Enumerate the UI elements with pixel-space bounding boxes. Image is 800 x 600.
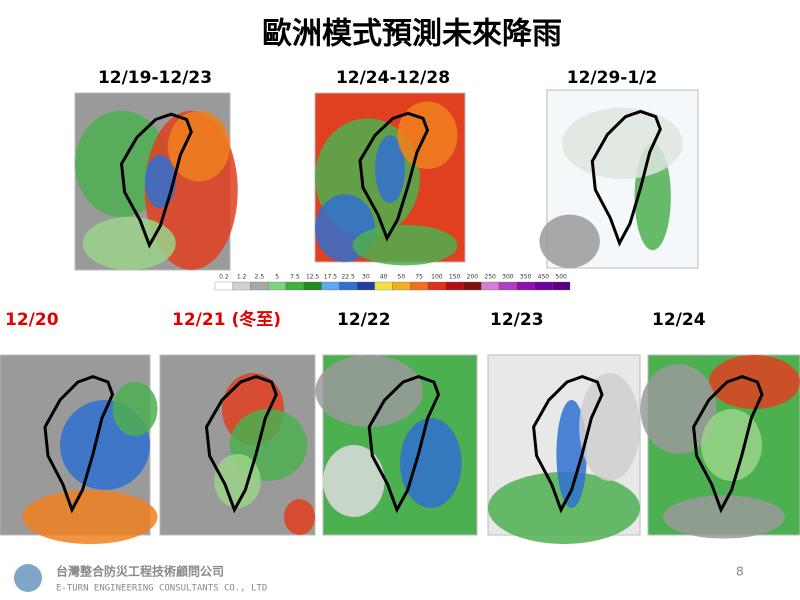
colorbar-label: 450 <box>538 274 550 281</box>
colorbar-swatch <box>232 281 251 291</box>
colorbar-swatch <box>410 281 429 291</box>
taiwan-outline <box>367 375 441 514</box>
colorbar-label: 7.5 <box>290 274 300 281</box>
colorbar-swatch <box>463 281 482 291</box>
page-number: 8 <box>736 565 744 579</box>
colorbar-swatch <box>250 281 269 291</box>
taiwan-outline <box>358 111 430 242</box>
colorbar-swatch <box>427 281 446 291</box>
company-name-en: E-TURN ENGINEERING CONSULTANTS CO., LTD <box>56 584 267 594</box>
colorbar-label: 5 <box>275 274 279 281</box>
rain-area <box>488 472 640 544</box>
colorbar-swatch <box>268 281 287 291</box>
rain-area <box>375 135 405 203</box>
day-label: 12/22 <box>337 310 391 330</box>
logo <box>14 564 42 592</box>
colorbar-label: 40 <box>380 274 388 281</box>
rain-area <box>284 499 315 535</box>
taiwan-outline <box>590 109 662 247</box>
colorbar-label: 200 <box>467 274 479 281</box>
day-label: 12/20 <box>5 310 59 330</box>
day-label: 12/24 <box>652 310 706 330</box>
colorbar-label: 500 <box>555 274 567 281</box>
colorbar-label: 150 <box>449 274 461 281</box>
rain-area <box>168 110 230 182</box>
colorbar-swatch <box>214 281 233 291</box>
period-label: 12/29-1/2 <box>567 68 657 88</box>
colorbar-swatch <box>445 281 464 291</box>
taiwan-outline <box>119 112 193 249</box>
rain-area <box>22 490 158 544</box>
day-label: 12/21 (冬至) <box>172 309 281 330</box>
taiwan-outline <box>43 375 115 514</box>
colorbar-label: 100 <box>431 274 443 281</box>
rain-area <box>640 364 717 454</box>
colorbar-label: 12.5 <box>306 274 320 281</box>
day-label: 12/23 <box>490 310 544 330</box>
rain-area <box>400 418 462 508</box>
colorbar-label: 250 <box>484 274 496 281</box>
colorbar-swatch <box>392 281 411 291</box>
rain-area <box>556 400 587 508</box>
rain-area <box>397 101 458 170</box>
colorbar-label: 17.5 <box>324 274 338 281</box>
colorbar-label: 50 <box>398 274 406 281</box>
colorbar-swatch <box>498 281 517 291</box>
colorbar-swatch <box>481 281 500 291</box>
colorbar-swatch <box>339 281 358 291</box>
colorbar-label: 22.5 <box>341 274 355 281</box>
colorbar-swatch <box>374 281 393 291</box>
taiwan-outline <box>692 375 764 514</box>
maps <box>0 89 800 544</box>
rain-area <box>315 355 424 427</box>
taiwan-outline <box>532 375 604 514</box>
rain-area <box>701 409 762 481</box>
colorbar-swatch <box>303 281 322 291</box>
colorbar-swatch <box>356 281 375 291</box>
colorbar-swatch <box>516 281 535 291</box>
colorbar-label: 0.2 <box>219 274 229 281</box>
rain-area <box>82 216 176 270</box>
company-name-zh: 台灣整合防災工程技術顧問公司 <box>56 564 224 579</box>
colorbar-swatch <box>321 281 340 291</box>
rain-area <box>144 154 176 209</box>
period-label: 12/19-12/23 <box>98 68 212 88</box>
colorbar-swatch <box>285 281 304 291</box>
colorbar-label: 350 <box>520 274 532 281</box>
colorbar-swatch <box>552 281 571 291</box>
colorbar-label: 2.5 <box>255 274 265 281</box>
rain-area <box>323 445 385 517</box>
colorbar-label: 30 <box>362 274 370 281</box>
period-label: 12/24-12/28 <box>336 68 450 88</box>
colorbar: 0.2 1.2 2.5 5 7.5 12.5 17.5 22.5 30 40 50 75 100 150 2… <box>214 274 571 291</box>
colorbar-label: 75 <box>415 274 423 281</box>
colorbar-label: 1.2 <box>237 274 247 281</box>
colorbar-swatch <box>534 281 553 291</box>
rain-area <box>112 382 158 436</box>
taiwan-outline <box>204 375 278 514</box>
rain-area <box>539 214 600 268</box>
colorbar-label: 300 <box>502 274 514 281</box>
rain-area <box>579 373 640 481</box>
rain-area <box>352 224 458 266</box>
rain-area <box>663 495 785 539</box>
slide-title: 歐洲模式預測未來降雨 <box>262 17 562 52</box>
rain-area <box>214 454 261 508</box>
